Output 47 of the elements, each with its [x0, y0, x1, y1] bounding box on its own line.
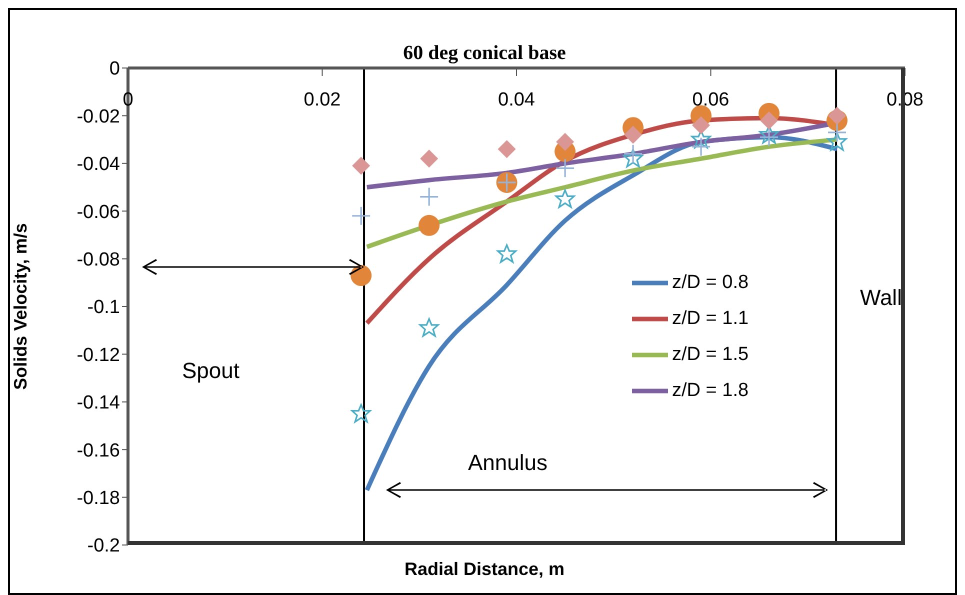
x-tick-label: 0.06 [692, 89, 730, 110]
point [419, 186, 439, 207]
point [692, 116, 710, 134]
x-axis-title: Radial Distance, m [403, 559, 566, 580]
point [496, 244, 517, 263]
point [498, 140, 516, 158]
point [827, 132, 847, 151]
legend-label: z/D = 0.8 [672, 272, 749, 294]
annotation: Wall [860, 285, 902, 311]
point [419, 318, 439, 337]
point [760, 111, 778, 130]
point [759, 127, 779, 147]
y-tick-label: -0.14 [76, 392, 120, 414]
point [691, 136, 711, 157]
y-tick-label: -0.12 [76, 344, 120, 366]
point [827, 122, 847, 142]
y-tick-label: 0 [109, 58, 120, 80]
point [555, 158, 575, 178]
y-tick-label: -0.08 [76, 250, 120, 271]
point [351, 404, 371, 423]
legend-label: z/D = 1.8 [672, 380, 749, 402]
annotation: Spout [182, 358, 240, 384]
point [351, 206, 371, 226]
y-tick-label: -0.02 [76, 106, 120, 128]
chart-title: 60 deg conical base [403, 42, 566, 64]
point [350, 264, 372, 286]
point [420, 150, 438, 168]
x-tick-label: 0.04 [498, 89, 536, 110]
y-tick-label: -0.1 [87, 297, 120, 318]
x-tick-label: 0.02 [304, 89, 341, 110]
point [623, 144, 643, 164]
y-tick-label: -0.16 [76, 440, 120, 462]
y-tick-label: -0.06 [76, 202, 120, 223]
legend-label: z/D = 1.5 [672, 344, 749, 366]
point [624, 126, 642, 144]
y-tick-label: -0.04 [76, 154, 120, 176]
point [418, 214, 440, 236]
point [828, 106, 846, 125]
annotation: Annulus [468, 450, 548, 476]
legend-label: z/D = 1.1 [672, 308, 749, 330]
point [556, 132, 574, 151]
point [352, 156, 370, 175]
point [623, 148, 643, 168]
y-tick-label: -0.2 [87, 536, 120, 557]
y-tick-label: -0.18 [76, 488, 120, 510]
y-axis-title: Solids Velocity, m/s [10, 223, 30, 390]
point [555, 189, 575, 208]
